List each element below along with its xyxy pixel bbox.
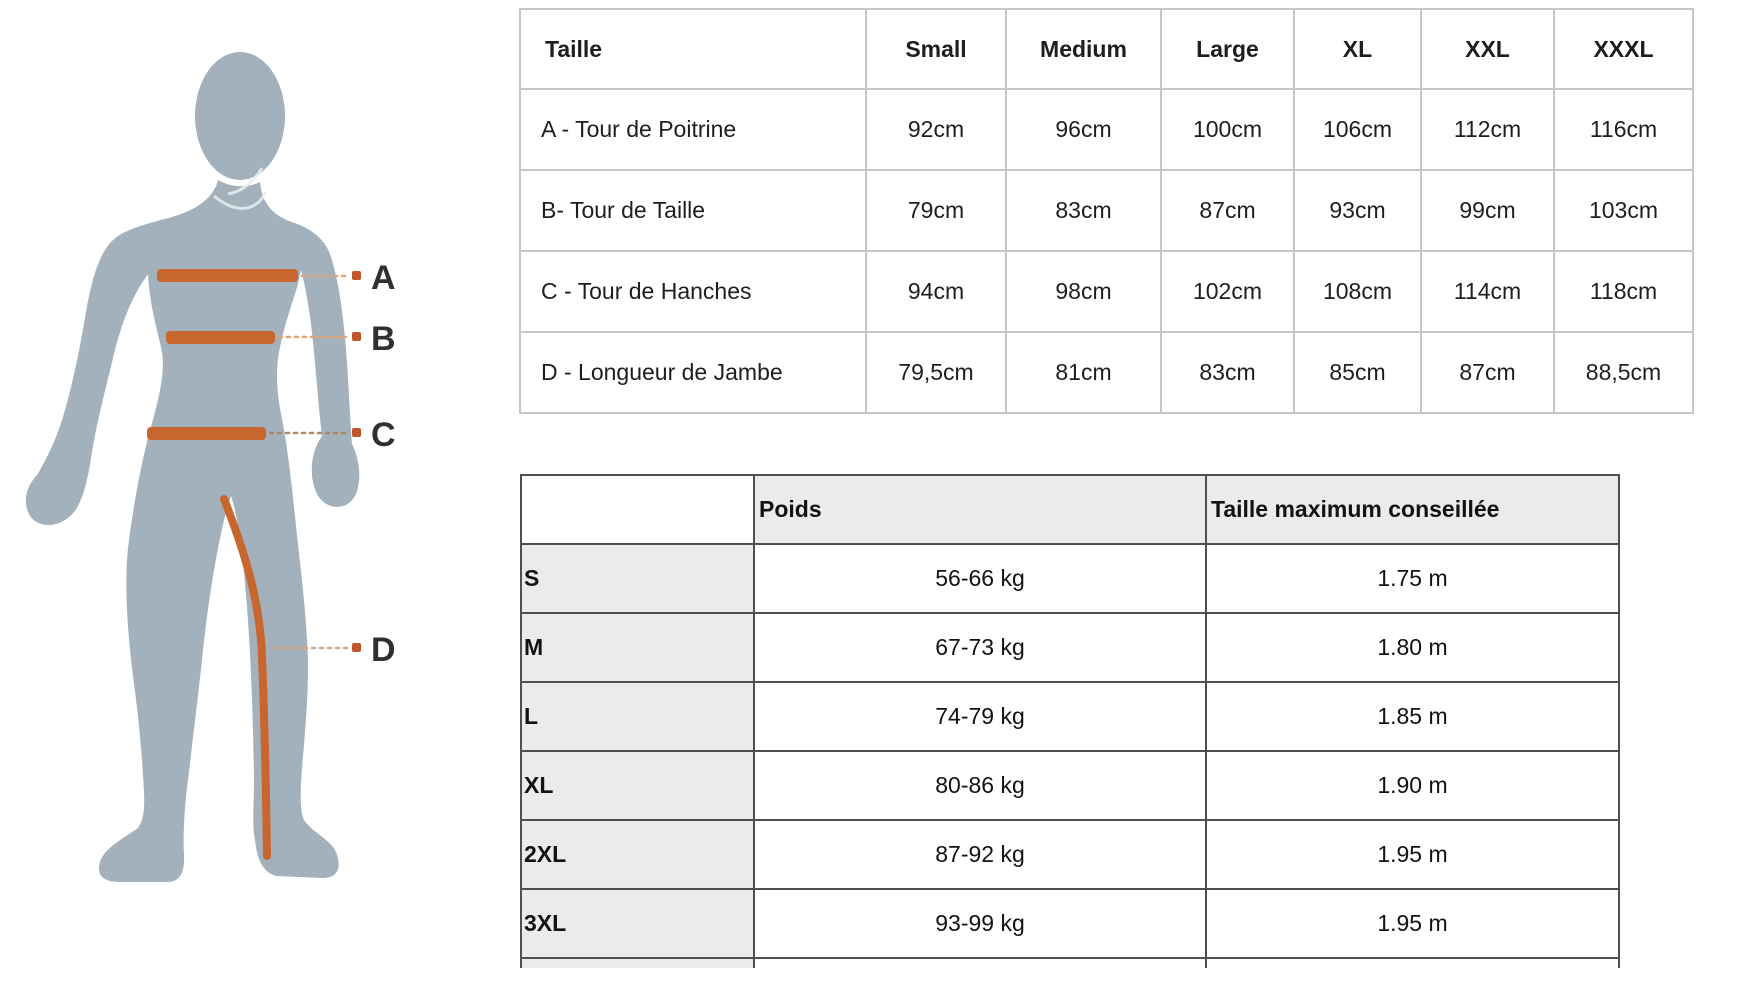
size-cell: 114cm xyxy=(1420,250,1555,333)
size-table-header-cell: Large xyxy=(1160,8,1295,90)
size-cell: 103cm xyxy=(1553,169,1694,252)
height-cell: 1.85 m xyxy=(1205,681,1620,752)
measurement-line-d xyxy=(220,495,271,860)
size-table-row-leg: D - Longueur de Jambe 79,5cm 81cm 83cm 8… xyxy=(519,331,1694,414)
size-cell: 79cm xyxy=(865,169,1007,252)
size-row-label: C - Tour de Hanches xyxy=(519,250,867,333)
measurement-label-d: D xyxy=(371,631,396,669)
weight-cell: 93-99 kg xyxy=(753,888,1207,959)
neck-seam xyxy=(227,167,264,196)
size-cell: 94cm xyxy=(865,250,1007,333)
size-cell: 116cm xyxy=(1553,88,1694,171)
size-table-row-chest: A - Tour de Poitrine 92cm 96cm 100cm 106… xyxy=(519,88,1694,171)
size-table-header-row: Taille Small Medium Large XL XXL XXXL xyxy=(519,8,1694,90)
size-row-label: B- Tour de Taille xyxy=(519,169,867,252)
size-table-row-waist: B- Tour de Taille 79cm 83cm 87cm 93cm 99… xyxy=(519,169,1694,252)
height-cell: 1.95 m xyxy=(1205,888,1620,959)
size-table: Taille Small Medium Large XL XXL XXXL A … xyxy=(519,8,1694,414)
size-cell: 83cm xyxy=(1005,169,1162,252)
weight-row-label: L xyxy=(520,681,755,752)
size-table-header-cell: Small xyxy=(865,8,1007,90)
weight-table-row: L 74-79 kg 1.85 m xyxy=(520,681,1620,752)
height-cell: 1.75 m xyxy=(1205,543,1620,614)
weight-table-header-cell: Poids xyxy=(753,474,1207,545)
size-table-row-hips: C - Tour de Hanches 94cm 98cm 102cm 108c… xyxy=(519,250,1694,333)
measurement-label-b: B xyxy=(371,320,396,358)
body-silhouette xyxy=(25,180,360,882)
measurement-band-b xyxy=(166,331,275,344)
weight-table-header-row: Poids Taille maximum conseillée xyxy=(520,474,1620,545)
weight-cell: 67-73 kg xyxy=(753,612,1207,683)
size-cell: 118cm xyxy=(1553,250,1694,333)
weight-cell: 80-86 kg xyxy=(753,750,1207,821)
height-cell xyxy=(1205,957,1620,968)
weight-row-label: M xyxy=(520,612,755,683)
weight-table-clip: Poids Taille maximum conseillée S 56-66 … xyxy=(520,474,1620,968)
measurement-label-c: C xyxy=(371,416,396,454)
size-table-header-cell: Taille xyxy=(519,8,867,90)
weight-row-label: 3XL xyxy=(520,888,755,959)
weight-table-row: S 56-66 kg 1.75 m xyxy=(520,543,1620,614)
size-cell: 85cm xyxy=(1293,331,1422,414)
size-table-header-cell: XXXL xyxy=(1553,8,1694,90)
size-cell: 102cm xyxy=(1160,250,1295,333)
size-cell: 87cm xyxy=(1420,331,1555,414)
weight-cell: 56-66 kg xyxy=(753,543,1207,614)
size-cell: 92cm xyxy=(865,88,1007,171)
leader-dot-b xyxy=(352,332,361,341)
size-cell: 87cm xyxy=(1160,169,1295,252)
size-cell: 79,5cm xyxy=(865,331,1007,414)
weight-table-row: 3XL 93-99 kg 1.95 m xyxy=(520,888,1620,959)
size-table-header-cell: Medium xyxy=(1005,8,1162,90)
weight-cell: 74-79 kg xyxy=(753,681,1207,752)
size-cell: 93cm xyxy=(1293,169,1422,252)
weight-table-header-cell xyxy=(520,474,755,545)
weight-table-row: XL 80-86 kg 1.90 m xyxy=(520,750,1620,821)
weight-cell xyxy=(753,957,1207,968)
height-cell: 1.80 m xyxy=(1205,612,1620,683)
weight-table: Poids Taille maximum conseillée S 56-66 … xyxy=(520,474,1620,968)
leader-dot-d xyxy=(352,643,361,652)
height-cell: 1.90 m xyxy=(1205,750,1620,821)
measurement-label-a: A xyxy=(371,259,396,297)
leader-dot-a xyxy=(352,271,361,280)
measurement-figure: A B C D xyxy=(25,52,396,882)
size-cell: 88,5cm xyxy=(1553,331,1694,414)
weight-row-label: 2XL xyxy=(520,819,755,890)
collar-seam xyxy=(213,191,268,210)
size-cell: 112cm xyxy=(1420,88,1555,171)
size-cell: 81cm xyxy=(1005,331,1162,414)
measurement-band-c xyxy=(147,427,266,440)
leader-dot-c xyxy=(352,428,361,437)
size-row-label: A - Tour de Poitrine xyxy=(519,88,867,171)
weight-cell: 87-92 kg xyxy=(753,819,1207,890)
measurement-band-a xyxy=(157,269,298,282)
figure-head xyxy=(195,52,285,180)
weight-table-row: M 67-73 kg 1.80 m xyxy=(520,612,1620,683)
size-cell: 108cm xyxy=(1293,250,1422,333)
size-table-header-cell: XXL xyxy=(1420,8,1555,90)
weight-row-label: XL xyxy=(520,750,755,821)
weight-table-row: 2XL 87-92 kg 1.95 m xyxy=(520,819,1620,890)
size-cell: 106cm xyxy=(1293,88,1422,171)
weight-row-label xyxy=(520,957,755,968)
size-cell: 96cm xyxy=(1005,88,1162,171)
size-table-header-cell: XL xyxy=(1293,8,1422,90)
size-cell: 83cm xyxy=(1160,331,1295,414)
size-cell: 98cm xyxy=(1005,250,1162,333)
height-cell: 1.95 m xyxy=(1205,819,1620,890)
size-row-label: D - Longueur de Jambe xyxy=(519,331,867,414)
weight-table-partial-row xyxy=(520,957,1620,968)
size-cell: 99cm xyxy=(1420,169,1555,252)
size-cell: 100cm xyxy=(1160,88,1295,171)
weight-row-label: S xyxy=(520,543,755,614)
weight-table-header-cell: Taille maximum conseillée xyxy=(1205,474,1620,545)
